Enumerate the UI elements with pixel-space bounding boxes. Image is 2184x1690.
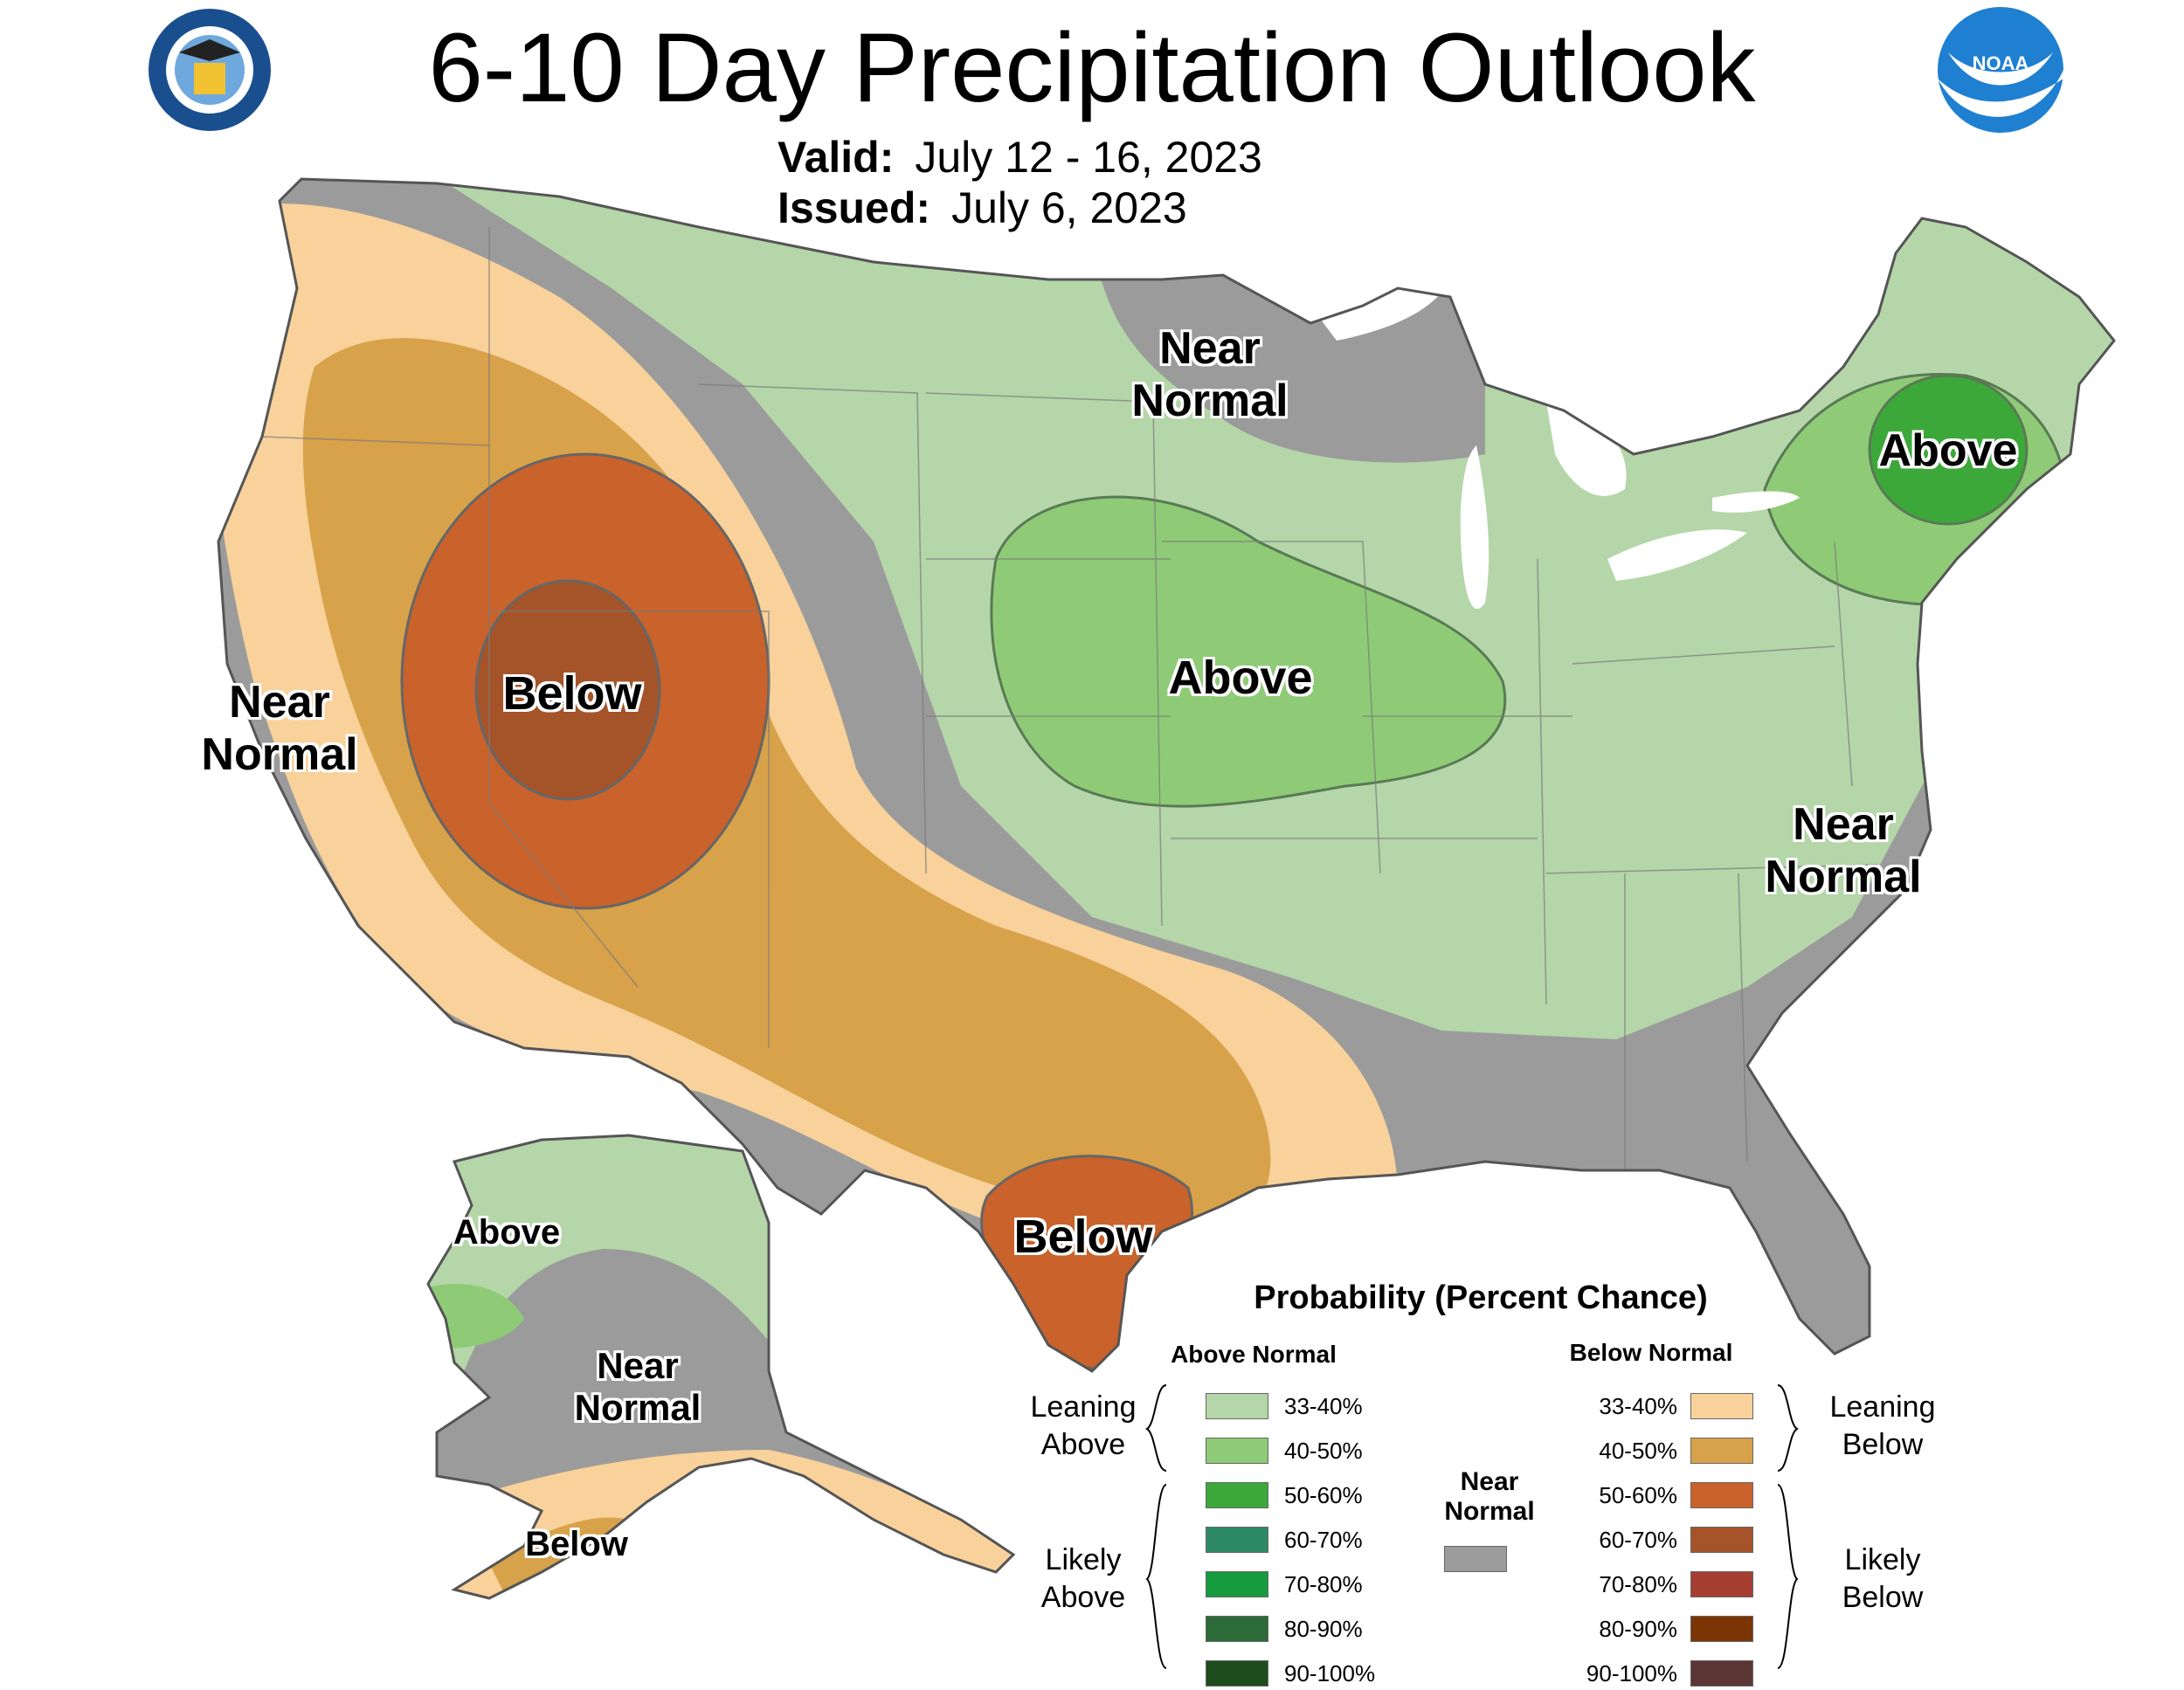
- below-60-70-core: [474, 579, 661, 801]
- legend-swatch-below-2: [1690, 1482, 1753, 1508]
- legend-likely-below-label: Likely Below: [1842, 1543, 1924, 1614]
- legend-range-above-0: 33-40%: [1284, 1393, 1363, 1419]
- legend-above-header: Above Normal: [1171, 1341, 1337, 1368]
- valid-line: Valid: July 12 - 16, 2023: [778, 133, 1262, 182]
- region-label-ak-near-normal: Near Normal: [574, 1345, 702, 1429]
- legend-range-below-4: 70-80%: [1599, 1571, 1677, 1597]
- lake-ontario: [1712, 491, 1800, 513]
- legend-near-normal-swatch: [1444, 1546, 1507, 1572]
- department-of-commerce-seal-icon: [149, 9, 271, 131]
- legend-swatch-above-5: [1206, 1616, 1268, 1642]
- legend-swatch-above-4: [1206, 1571, 1268, 1597]
- legend-below-header: Below Normal: [1569, 1339, 1733, 1366]
- legend-range-below-0: 33-40%: [1599, 1393, 1677, 1419]
- legend-swatch-below-0: [1690, 1393, 1753, 1419]
- legend-swatch-above-2: [1206, 1482, 1268, 1508]
- region-label-near-normal-southeast: Near Normal: [1765, 799, 1922, 902]
- lake-michigan: [1460, 445, 1489, 610]
- legend-row-below-6: 90-100%: [1555, 1659, 1800, 1690]
- above-50-60-northeast: [1868, 374, 2028, 526]
- legend-range-above-2: 50-60%: [1284, 1482, 1363, 1508]
- legend-range-below-1: 40-50%: [1599, 1438, 1677, 1464]
- legend-row-below-3: 60-70%: [1555, 1525, 1800, 1556]
- legend-row-above-4: 70-80%: [1206, 1569, 1450, 1601]
- issued-value: July 6, 2023: [951, 183, 1187, 232]
- issued-label: Issued:: [778, 183, 931, 232]
- noaa-logo-icon: [1938, 7, 2063, 133]
- valid-label: Valid:: [778, 133, 895, 182]
- legend-row-below-4: 70-80%: [1555, 1569, 1800, 1601]
- legend-likely-above-label: Likely Above: [1040, 1543, 1126, 1614]
- region-label-near-normal-west: Near Normal: [201, 677, 358, 780]
- ak-leaning-above-zone: [428, 1135, 786, 1415]
- region-label-above-northeast: Above: [1878, 425, 2018, 476]
- legend-swatch-above-3: [1206, 1527, 1268, 1553]
- region-label-ak-above: Above: [453, 1213, 561, 1252]
- legend-range-below-5: 80-90%: [1599, 1616, 1677, 1642]
- legend-range-above-6: 90-100%: [1284, 1660, 1376, 1687]
- legend-range-above-1: 40-50%: [1284, 1438, 1363, 1464]
- legend-near-normal-label: Near Normal: [1444, 1467, 1535, 1526]
- alaska-outline: [426, 1134, 1016, 1600]
- legend-swatch-above-0: [1206, 1393, 1268, 1419]
- region-label-ak-below: Below: [525, 1525, 628, 1563]
- region-label-above-midwest: Above: [1168, 652, 1313, 704]
- lake-erie: [1607, 529, 1747, 581]
- legend-title: Probability (Percent Chance): [1254, 1280, 1708, 1316]
- legend-row-above-5: 80-90%: [1206, 1614, 1450, 1645]
- page-title: 6-10 Day Precipitation Outlook: [428, 13, 1756, 122]
- legend-leaning-above-label: Leaning Above: [1030, 1390, 1137, 1461]
- legend-row-below-5: 80-90%: [1555, 1614, 1800, 1645]
- legend-above-braces: [1145, 1384, 1167, 1669]
- legend-range-below-3: 60-70%: [1599, 1527, 1677, 1553]
- above-40-50-midwest: [990, 495, 1507, 808]
- legend-swatch-below-3: [1690, 1527, 1753, 1553]
- conus-outline: [217, 177, 2116, 1373]
- legend-row-below-2: 50-60%: [1555, 1480, 1800, 1512]
- legend-row-below-0: 33-40%: [1555, 1391, 1800, 1423]
- region-label-below-great-basin: Below: [502, 667, 642, 720]
- noaa-logo-text: NOAA: [1972, 52, 2029, 74]
- legend-swatch-below-1: [1690, 1438, 1753, 1464]
- legend-row-above-6: 90-100%: [1206, 1659, 1450, 1690]
- legend-swatch-below-5: [1690, 1616, 1753, 1642]
- region-label-below-texas: Below: [1013, 1211, 1153, 1263]
- legend-leaning-below-label: Leaning Below: [1829, 1390, 1936, 1461]
- valid-value: July 12 - 16, 2023: [915, 133, 1262, 182]
- region-label-near-normal-north: Near Normal: [1131, 323, 1289, 426]
- legend-row-above-0: 33-40%: [1206, 1391, 1450, 1423]
- legend-row-above-3: 60-70%: [1206, 1525, 1450, 1556]
- legend-swatch-above-1: [1206, 1438, 1268, 1464]
- legend: Probability (Percent Chance) Above Norma…: [1018, 1271, 1961, 1687]
- legend-below-braces: [1777, 1384, 1799, 1669]
- legend-swatch-below-6: [1690, 1660, 1753, 1687]
- legend-range-below-2: 50-60%: [1599, 1482, 1677, 1508]
- legend-swatch-above-6: [1206, 1660, 1268, 1687]
- legend-range-above-5: 80-90%: [1284, 1616, 1363, 1642]
- lake-huron: [1546, 402, 1627, 496]
- state-borders: [261, 227, 1879, 1170]
- legend-row-below-1: 40-50%: [1555, 1436, 1800, 1467]
- legend-row-above-1: 40-50%: [1206, 1436, 1450, 1467]
- legend-range-below-6: 90-100%: [1586, 1660, 1677, 1687]
- legend-row-above-2: 50-60%: [1206, 1480, 1450, 1512]
- legend-range-above-3: 60-70%: [1284, 1527, 1363, 1553]
- issued-line: Issued: July 6, 2023: [778, 183, 1187, 232]
- legend-range-above-4: 70-80%: [1284, 1571, 1363, 1597]
- legend-swatch-below-4: [1690, 1571, 1753, 1597]
- ak-below-40-50-zone: [489, 1517, 629, 1598]
